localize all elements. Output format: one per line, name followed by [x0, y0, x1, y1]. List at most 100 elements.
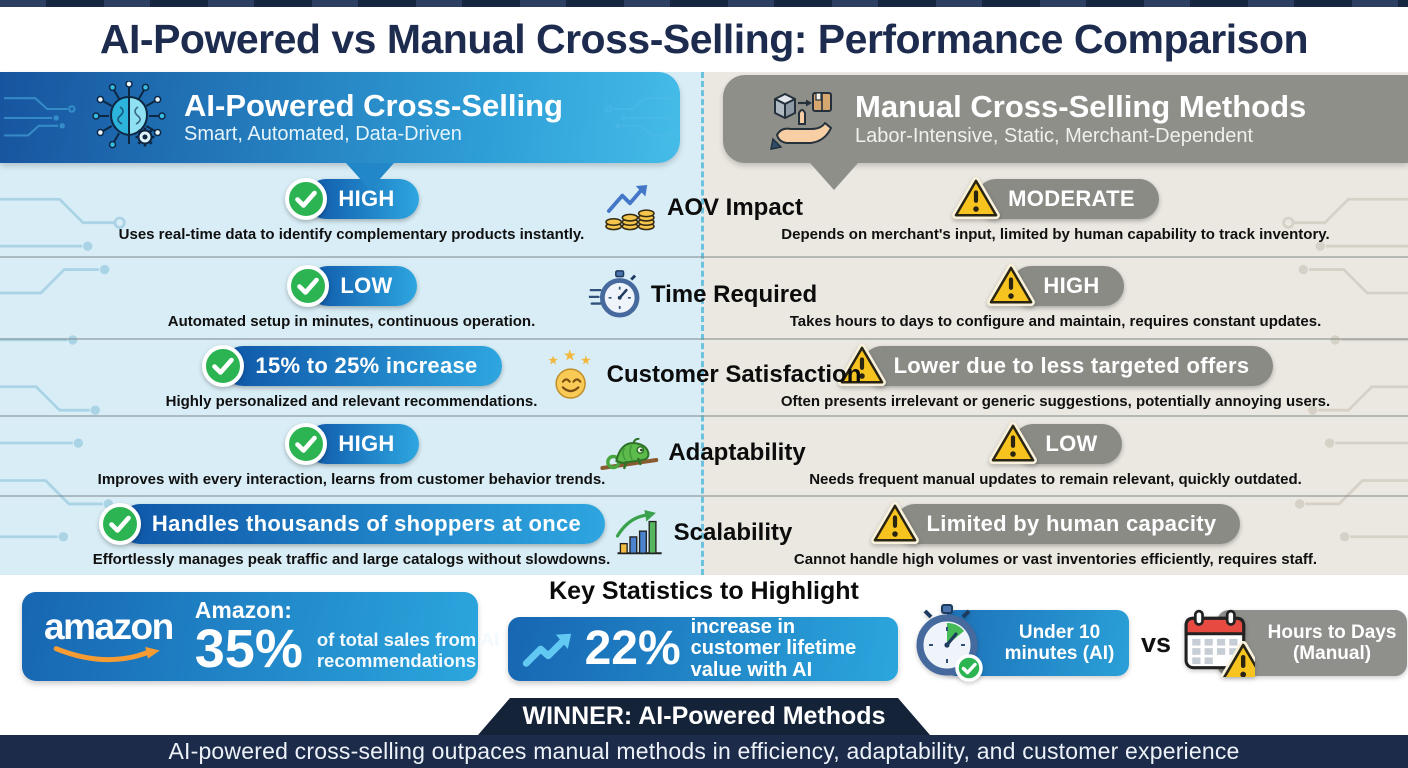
- check-icon: [286, 264, 330, 308]
- ai-header-pointer: [346, 163, 394, 190]
- page-title: AI-Powered vs Manual Cross-Selling: Perf…: [99, 16, 1309, 62]
- ai-badge-label: 15% to 25% increase: [223, 345, 502, 386]
- chameleon-icon: [600, 437, 659, 470]
- packages-hand-icon: [770, 92, 832, 150]
- summary-bar: AI-powered cross-selling outpaces manual…: [0, 735, 1408, 768]
- svg-text:★: ★: [563, 348, 577, 364]
- trend-arrow-icon: [522, 633, 572, 667]
- calendar-warning-icon: [1184, 609, 1255, 677]
- manual-time-card: Hours to Days (Manual): [1217, 610, 1408, 676]
- ai-brain-icon: [92, 80, 166, 148]
- row-customer-satisfaction: 15% to 25% increase Highly personalized …: [0, 338, 1408, 415]
- comparison-rows: HIGH Uses real-time data to identify com…: [0, 163, 1408, 575]
- row-adaptability: HIGH Improves with every interaction, le…: [0, 415, 1408, 495]
- metric-label-text: Time Required: [650, 280, 818, 308]
- ai-description: Automated setup in minutes, continuous o…: [167, 313, 536, 330]
- manual-badge: Lower due to less targeted offers: [838, 344, 1274, 388]
- manual-cell: Limited by human capacity Cannot handle …: [703, 495, 1408, 575]
- bar-chart-icon: [615, 510, 662, 555]
- metric-label-adaptability: Adaptability: [600, 428, 806, 478]
- manual-header-title: Manual Cross-Selling Methods: [855, 89, 1307, 125]
- check-icon: [284, 177, 328, 221]
- check-icon: [284, 422, 328, 466]
- clv-stat-description: increase in customer lifetime value with…: [690, 615, 857, 681]
- key-statistics-section: Key Statistics to Highlight amazon Amazo…: [0, 575, 1408, 698]
- manual-badge: LOW: [989, 422, 1122, 466]
- row-aov-impact: HIGH Uses real-time data to identify com…: [0, 163, 1408, 256]
- metric-label-text: Customer Satisfaction: [606, 360, 862, 388]
- row-separator: [0, 338, 1408, 340]
- stopwatch-check-icon: [916, 604, 983, 682]
- ai-cell: Handles thousands of shoppers at once Ef…: [0, 495, 703, 575]
- manual-description: Depends on merchant's input, limited by …: [781, 225, 1330, 243]
- amazon-logo: amazon: [44, 606, 174, 665]
- ai-header-title: AI-Powered Cross-Selling: [184, 87, 563, 123]
- manual-cell: HIGH Takes hours to days to configure an…: [703, 256, 1408, 338]
- warning-icon: [989, 422, 1037, 466]
- warning-icon: [871, 502, 919, 546]
- setup-time-stat: Under 10 minutes (AI) vs Hours to Days (…: [908, 604, 1408, 682]
- ai-description: Uses real-time data to identify compleme…: [118, 225, 585, 243]
- row-separator: [0, 495, 1408, 497]
- warning-icon: [987, 264, 1035, 308]
- circuit-decoration: [4, 80, 88, 156]
- svg-text:★: ★: [548, 353, 559, 367]
- stopwatch-icon: [588, 270, 640, 318]
- top-edge-bar: [0, 0, 1408, 7]
- manual-description: Often presents irrelevant or generic sug…: [780, 392, 1331, 410]
- warning-icon: [952, 177, 1000, 221]
- row-separator: [0, 415, 1408, 417]
- circuit-decoration: [592, 80, 676, 156]
- amazon-stat-text: Amazon: 35% of total sales from AI recom…: [194, 597, 529, 680]
- manual-header-pointer: [810, 163, 858, 190]
- smiley-stars-icon: ★ ★ ★: [548, 348, 591, 399]
- manual-description: Cannot handle high volumes or vast inven…: [793, 551, 1318, 568]
- ai-badge-label: HIGH: [306, 424, 419, 464]
- row-scalability: Handles thousands of shoppers at once Ef…: [0, 495, 1408, 575]
- clv-stat-card: 22% increase in customer lifetime value …: [508, 615, 898, 681]
- amazon-stat-card: amazon Amazon: 35% of total sales from A…: [22, 592, 499, 681]
- ai-cell: LOW Automated setup in minutes, continuo…: [0, 256, 703, 338]
- manual-description: Takes hours to days to configure and mai…: [789, 313, 1322, 330]
- manual-badge-label: Limited by human capacity: [894, 504, 1241, 544]
- row-time-required: LOW Automated setup in minutes, continuo…: [0, 256, 1408, 338]
- amazon-stat-label: Amazon:: [194, 597, 292, 624]
- vs-label: vs: [1141, 627, 1172, 658]
- amazon-smile-icon: [54, 646, 161, 663]
- ai-badge: 15% to 25% increase: [201, 344, 502, 388]
- ai-cell: 15% to 25% increase Highly personalized …: [0, 338, 703, 415]
- ai-badge-label: Handles thousands of shoppers at once: [119, 504, 606, 544]
- metric-label-text: Scalability: [673, 519, 793, 547]
- amazon-wordmark: amazon: [44, 606, 174, 647]
- ai-description: Effortlessly manages peak traffic and la…: [92, 551, 611, 568]
- metric-label-scalability: Scalability: [614, 509, 793, 557]
- manual-cell: LOW Needs frequent manual updates to rem…: [703, 415, 1408, 495]
- column-divider: [701, 72, 704, 575]
- row-separator: [0, 256, 1408, 258]
- ai-column-header: AI-Powered Cross-Selling Smart, Automate…: [0, 72, 680, 163]
- metric-label-text: AOV Impact: [666, 193, 804, 221]
- svg-text:★: ★: [580, 353, 591, 367]
- manual-badge: HIGH: [987, 264, 1124, 308]
- manual-badge-label: Lower due to less targeted offers: [861, 345, 1274, 386]
- metric-label-time: Time Required: [588, 269, 818, 321]
- manual-cell: Lower due to less targeted offers Often …: [703, 338, 1408, 415]
- amazon-stat-value: 35%: [194, 619, 303, 680]
- coins-trend-icon: [605, 184, 655, 230]
- amazon-stat-description: of total sales from AI recommendations: [316, 628, 500, 671]
- ai-cell: HIGH Improves with every interaction, le…: [0, 415, 703, 495]
- comparison-section: AI-Powered Cross-Selling Smart, Automate…: [0, 72, 1408, 575]
- manual-badge: MODERATE: [952, 177, 1159, 221]
- manual-badge-label: HIGH: [1011, 266, 1124, 306]
- manual-column-header: Manual Cross-Selling Methods Labor-Inten…: [723, 75, 1408, 163]
- ai-badge: Handles thousands of shoppers at once: [98, 502, 606, 546]
- stats-heading: Key Statistics to Highlight: [549, 577, 859, 605]
- metric-label-aov: AOV Impact: [603, 184, 803, 232]
- manual-badge: Limited by human capacity: [871, 502, 1241, 546]
- metric-label-satisfaction: ★ ★ ★ Customer Satisfaction: [545, 348, 862, 400]
- ai-badge: HIGH: [284, 422, 419, 466]
- check-icon: [98, 502, 142, 546]
- winner-banner: WINNER: AI-Powered Methods: [478, 698, 930, 735]
- ai-header-subtitle: Smart, Automated, Data-Driven: [184, 123, 462, 146]
